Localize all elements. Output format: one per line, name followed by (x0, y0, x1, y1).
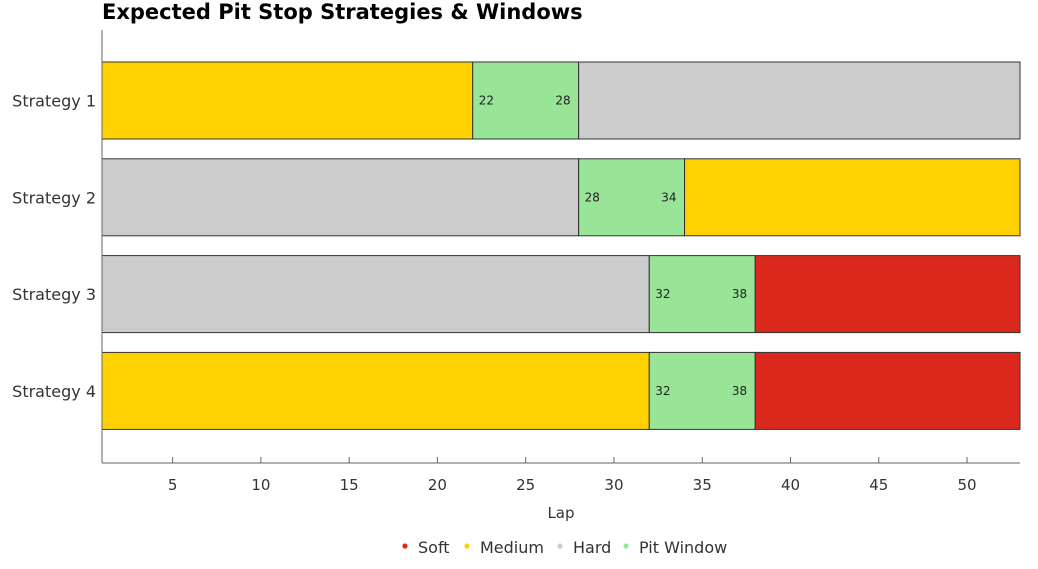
strategy-row: 22 28 Strategy 1 (12, 61, 1021, 140)
window-end-label: 28 (555, 94, 570, 108)
legend-item: Medium (464, 538, 544, 557)
legend-label: Pit Window (639, 538, 727, 557)
legend-swatch (623, 543, 629, 549)
x-axis: 5 10 15 20 25 30 35 40 45 50 (101, 30, 1020, 494)
legend-swatch (464, 543, 470, 549)
bar-segment-medium (101, 351, 650, 430)
x-tick-label: 40 (781, 476, 800, 494)
window-start-label: 32 (655, 384, 670, 398)
x-tick-label: 50 (957, 476, 976, 494)
window-start-label: 32 (655, 287, 670, 301)
strategy-row: 28 34 Strategy 2 (12, 158, 1021, 237)
bar-segment-medium (101, 61, 474, 140)
category-label: Strategy 3 (12, 285, 96, 304)
bars-layer: 22 28 Strategy 1 28 34 Strategy 2 32 38 Strategy… (12, 61, 1021, 430)
bar-segment-pit-window (472, 61, 580, 140)
legend-label: Soft (418, 538, 450, 557)
category-label: Strategy 4 (12, 382, 96, 401)
x-tick-label: 15 (340, 476, 359, 494)
window-end-label: 38 (732, 384, 747, 398)
legend-label: Medium (480, 538, 544, 557)
legend-label: Hard (573, 538, 611, 557)
strategy-row: 32 38 Strategy 4 (12, 351, 1021, 430)
legend-swatch (402, 543, 408, 549)
x-tick-label: 45 (869, 476, 888, 494)
legend-item: Hard (557, 538, 611, 557)
bar-segment-pit-window (648, 255, 756, 334)
x-tick-label: 5 (168, 476, 178, 494)
chart-title: Expected Pit Stop Strategies & Windows (102, 0, 583, 24)
window-start-label: 28 (585, 190, 600, 204)
category-label: Strategy 2 (12, 188, 96, 207)
bar-segment-soft (754, 351, 1021, 430)
x-axis-title: Lap (547, 504, 574, 522)
legend-swatch (557, 543, 563, 549)
x-tick-label: 10 (251, 476, 270, 494)
x-tick-label: 20 (428, 476, 447, 494)
bar-segment-pit-window (578, 158, 686, 237)
bar-segment-hard (101, 158, 580, 237)
legend-item: Soft (402, 538, 450, 557)
legend-item: Pit Window (623, 538, 727, 557)
window-end-label: 38 (732, 287, 747, 301)
bar-segment-hard (578, 61, 1021, 140)
x-tick-label: 35 (693, 476, 712, 494)
x-tick-label: 25 (516, 476, 535, 494)
window-end-label: 34 (661, 190, 676, 204)
bar-segment-soft (754, 255, 1021, 334)
legend: Soft Medium Hard Pit Window (402, 538, 727, 557)
strategy-row: 32 38 Strategy 3 (12, 255, 1021, 334)
bar-segment-pit-window (648, 351, 756, 430)
window-start-label: 22 (479, 94, 494, 108)
x-tick-label: 30 (604, 476, 623, 494)
category-label: Strategy 1 (12, 92, 96, 111)
bar-segment-medium (684, 158, 1021, 237)
bar-segment-hard (101, 255, 650, 334)
